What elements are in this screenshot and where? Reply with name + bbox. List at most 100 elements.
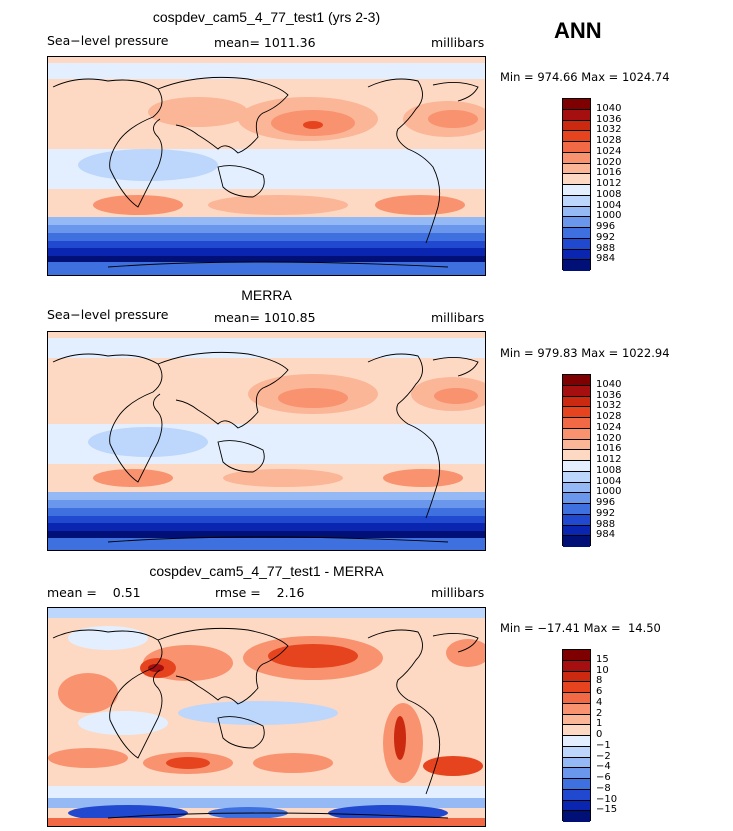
colorbar-swatch (563, 152, 590, 164)
colorbar-tick-label: 1016 (596, 167, 622, 179)
colorbar-tick-label: 1040 (596, 378, 622, 390)
panel-2-variable-label: Sea−level pressure (47, 307, 169, 322)
colorbar-tick-label: 15 (596, 653, 609, 665)
colorbar-tick-label: 1040 (596, 102, 622, 114)
panel-1-minmax: Min = 974.66 Max = 1024.74 (500, 70, 670, 84)
colorbar-tick-label: −10 (596, 793, 618, 805)
panel-3-units-label: millibars (431, 585, 485, 600)
colorbar-swatch (563, 131, 590, 142)
colorbar-tick-label: −15 (596, 804, 618, 816)
colorbar-tick-label: 1016 (596, 443, 622, 455)
colorbar-swatch (563, 703, 590, 715)
panel-3-map (47, 607, 486, 827)
colorbar-swatch (563, 185, 590, 196)
colorbar-swatch (563, 428, 590, 440)
colorbar-swatch (563, 725, 590, 736)
colorbar-tick-label: 1024 (596, 145, 622, 157)
colorbar-swatch (563, 195, 590, 207)
panel-2-map (47, 331, 486, 551)
colorbar-swatch (563, 260, 590, 271)
colorbar-swatch (563, 779, 590, 790)
colorbar-swatch (563, 736, 590, 747)
colorbar-swatch (563, 461, 590, 472)
colorbar-tick-label: 1004 (596, 199, 622, 211)
colorbar-swatch (563, 800, 590, 812)
colorbar-tick-label: 2 (596, 707, 603, 719)
colorbar-tick-label: 6 (596, 686, 603, 697)
colorbar-swatch (563, 228, 590, 239)
colorbar-swatch (563, 714, 590, 726)
colorbar-tick-label: 1028 (596, 411, 622, 422)
colorbar-swatch (563, 757, 590, 769)
panel-2-title: MERRA (241, 287, 292, 303)
colorbar-swatch (563, 439, 590, 451)
colorbar-tick-label: 1008 (596, 464, 622, 476)
colorbar-swatch (563, 249, 590, 261)
colorbar-tick-label: 1004 (596, 475, 622, 487)
panel-3-mean-label: mean = 0.51 (47, 585, 141, 600)
panel-1-variable-label: Sea−level pressure (47, 33, 169, 48)
colorbar-tick-label: 8 (596, 675, 603, 687)
colorbar-swatch (563, 746, 590, 758)
colorbar-tick-label: 4 (596, 696, 603, 708)
colorbar-tick-label: 0 (596, 729, 603, 740)
colorbar-swatch (563, 525, 590, 537)
panel-2-mean-label: mean= 1010.85 (214, 310, 316, 325)
colorbar-swatch (563, 660, 590, 672)
colorbar-swatch (563, 163, 590, 175)
colorbar-swatch (563, 504, 590, 515)
colorbar-tick-label: 1020 (596, 156, 622, 168)
colorbar-tick-label: 988 (596, 518, 616, 530)
panel-2-units-label: millibars (431, 310, 485, 325)
panel-1-title: cospdev_cam5_4_77_test1 (yrs 2-3) (152, 9, 381, 25)
colorbar-tick-label: 1012 (596, 454, 622, 465)
panel-1-units-label: millibars (431, 35, 485, 50)
colorbar-swatch (563, 693, 590, 704)
colorbar-tick-label: 1036 (596, 113, 622, 125)
colorbar-swatch (563, 375, 590, 386)
colorbar-tick-label: 1036 (596, 389, 622, 401)
panel-2-colorbar (562, 374, 591, 547)
panel-3-colorbar (562, 649, 591, 822)
colorbar-swatch (563, 450, 590, 461)
colorbar-swatch (563, 99, 590, 110)
colorbar-swatch (563, 514, 590, 526)
colorbar-swatch (563, 682, 590, 693)
colorbar-swatch (563, 768, 590, 779)
colorbar-tick-label: 1024 (596, 421, 622, 433)
colorbar-swatch (563, 385, 590, 397)
colorbar-tick-label: 1 (596, 718, 603, 730)
colorbar-tick-label: −1 (596, 739, 611, 751)
colorbar-tick-label: 1012 (596, 178, 622, 189)
panel-1-colorbar (562, 98, 591, 271)
panel-1-mean-label: mean= 1011.36 (214, 35, 316, 50)
colorbar-tick-label: −2 (596, 750, 611, 762)
colorbar-tick-label: 1032 (596, 124, 622, 136)
colorbar-tick-label: 10 (596, 664, 609, 676)
colorbar-tick-label: −6 (596, 772, 611, 783)
colorbar-tick-label: 1028 (596, 135, 622, 146)
colorbar-tick-label: 1020 (596, 432, 622, 444)
colorbar-tick-label: 996 (596, 221, 616, 232)
colorbar-swatch (563, 407, 590, 418)
colorbar-swatch (563, 789, 590, 801)
colorbar-swatch (563, 811, 590, 822)
colorbar-swatch (563, 109, 590, 121)
colorbar-tick-label: 1000 (596, 486, 622, 498)
colorbar-swatch (563, 238, 590, 250)
colorbar-swatch (563, 536, 590, 547)
colorbar-tick-label: −4 (596, 761, 611, 773)
colorbar-tick-label: 992 (596, 231, 616, 243)
colorbar-swatch (563, 482, 590, 494)
season-label: ANN (554, 18, 602, 43)
colorbar-swatch (563, 671, 590, 683)
colorbar-tick-label: 1032 (596, 400, 622, 412)
colorbar-tick-label: 988 (596, 242, 616, 254)
colorbar-tick-label: −8 (596, 782, 611, 794)
colorbar-tick-label: 996 (596, 497, 616, 508)
panel-3-title: cospdev_cam5_4_77_test1 - MERRA (149, 563, 384, 579)
colorbar-tick-label: 992 (596, 507, 616, 519)
colorbar-tick-label: 984 (596, 253, 616, 265)
colorbar-swatch (563, 418, 590, 429)
colorbar-swatch (563, 650, 590, 661)
